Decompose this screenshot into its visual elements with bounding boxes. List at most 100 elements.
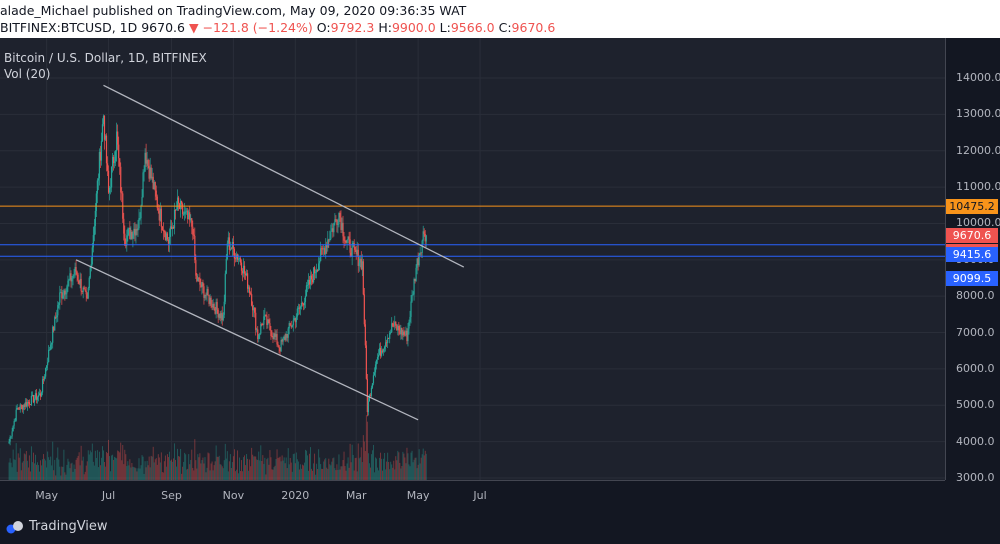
candle-body — [73, 274, 75, 276]
volume-bar — [370, 454, 372, 480]
candle-body — [198, 277, 200, 279]
volume-bar — [389, 469, 391, 480]
tradingview-logo[interactable]: TradingView — [6, 519, 108, 534]
candle-body — [102, 115, 105, 125]
volume-bar — [176, 466, 177, 480]
volume-bar — [134, 467, 136, 480]
volume-bar — [274, 465, 276, 480]
volume-bar — [399, 462, 401, 480]
volume-bar — [26, 460, 28, 480]
candle-body — [37, 395, 40, 398]
volume-bar — [338, 454, 340, 480]
candle-body — [343, 236, 345, 241]
candle-body — [260, 324, 262, 334]
volume-bar — [384, 453, 386, 480]
volume-bar — [111, 455, 113, 480]
candle-body — [202, 282, 204, 287]
volume-bar — [61, 466, 63, 480]
volume-bar — [168, 451, 170, 480]
price-tick-label: 8000.0 — [956, 289, 995, 303]
open-value: 9792.3 — [330, 20, 375, 35]
candle-body — [271, 336, 273, 337]
volume-bar — [129, 459, 131, 480]
volume-bar — [194, 439, 196, 480]
candle-body — [132, 233, 134, 239]
volume-bar — [95, 457, 97, 480]
candle-body — [395, 321, 397, 326]
candle-body — [76, 271, 78, 275]
volume-bar — [368, 463, 370, 480]
candle-body — [373, 372, 376, 376]
candle-body — [413, 278, 415, 295]
candle-body — [61, 292, 63, 299]
close-value: 9670.6 — [511, 20, 556, 35]
candle-body — [283, 336, 285, 338]
candle-body — [248, 287, 250, 289]
candle-body — [398, 326, 400, 331]
volume-bar — [397, 450, 399, 480]
candle-body — [64, 290, 66, 295]
candle-body — [276, 334, 278, 345]
volume-bar — [421, 454, 423, 480]
volume-bar — [273, 467, 275, 480]
volume-bar — [73, 464, 75, 480]
volume-bar — [96, 450, 98, 480]
volume-bar — [420, 457, 422, 480]
candle-body — [56, 315, 58, 318]
candle-body — [215, 302, 217, 314]
symbol-text: BITFINEX:BTCUSD, 1D — [0, 20, 138, 35]
volume-bar — [348, 467, 350, 480]
volume-bar — [216, 456, 218, 480]
candle-body — [125, 245, 127, 247]
volume-bar — [309, 453, 310, 480]
candle-body — [231, 241, 233, 249]
chart-plot-area[interactable] — [0, 38, 945, 480]
volume-bar — [29, 471, 31, 480]
candle-body — [336, 219, 338, 225]
volume-bar — [286, 468, 288, 480]
candle-body — [133, 228, 135, 234]
volume-bar — [189, 464, 191, 480]
candle-body — [200, 284, 202, 288]
candle-body — [189, 212, 191, 221]
candle-body — [129, 227, 131, 240]
candle-body — [110, 166, 113, 188]
candle-body — [268, 319, 270, 324]
volume-bar — [19, 448, 21, 480]
candle-body — [390, 331, 392, 333]
volume-bar — [395, 456, 397, 480]
candle-body — [329, 238, 331, 241]
candle-body — [384, 346, 386, 349]
candle-body — [344, 240, 346, 242]
volume-bar — [333, 457, 335, 480]
volume-bar — [72, 471, 74, 480]
volume-bar — [341, 466, 343, 480]
candle-body — [118, 144, 120, 159]
candle-body — [71, 278, 73, 282]
volume-bar — [18, 457, 20, 480]
volume-bar — [229, 454, 231, 480]
volume-bar — [58, 459, 60, 480]
volume-bar — [317, 468, 319, 480]
candle-body — [66, 286, 68, 294]
volume-bar — [254, 456, 256, 480]
volume-bar — [406, 447, 408, 480]
price-chart-svg[interactable] — [0, 38, 945, 480]
volume-bar — [328, 458, 330, 480]
candle-body — [139, 218, 141, 219]
volume-bar — [418, 449, 420, 480]
candle-body — [322, 248, 324, 250]
candle-body — [42, 379, 45, 380]
volume-bar — [25, 451, 27, 480]
volume-bar — [77, 455, 79, 480]
volume-bar — [256, 459, 258, 480]
volume-bar — [305, 449, 306, 480]
candle-body — [74, 266, 76, 275]
candle-body — [206, 289, 208, 296]
time-axis[interactable]: May Jul Sep Nov 2020 Mar May Jul — [0, 480, 945, 510]
candle-body — [297, 307, 299, 309]
volume-bar — [376, 458, 377, 480]
candle-body — [79, 278, 81, 284]
candle-body — [92, 235, 94, 248]
volume-bar — [226, 451, 228, 480]
